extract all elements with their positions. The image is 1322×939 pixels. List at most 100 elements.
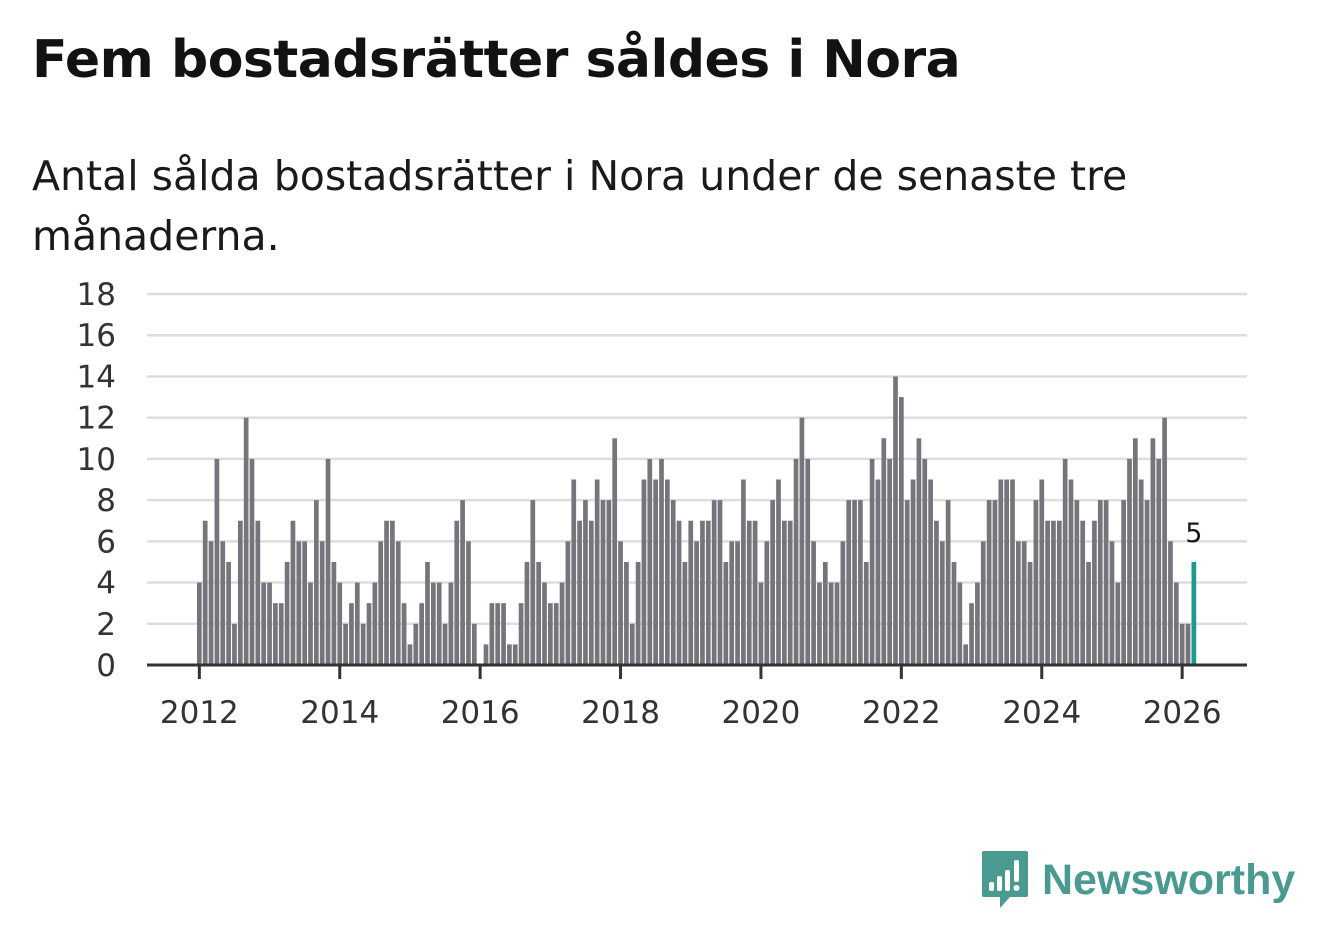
bar — [840, 541, 846, 665]
x-tick-label: 2024 — [1002, 695, 1081, 731]
bar — [308, 582, 313, 665]
bar — [735, 541, 740, 665]
bar — [939, 541, 945, 665]
bar — [711, 500, 717, 665]
bar — [1016, 541, 1021, 665]
chart-title: Fem bostadsrätter såldes i Nora — [32, 30, 961, 90]
bar — [904, 500, 910, 665]
bar — [875, 479, 881, 665]
bar — [454, 520, 460, 665]
y-tick-label: 18 — [77, 277, 116, 313]
bar — [343, 623, 348, 665]
bar — [869, 458, 875, 665]
bar — [273, 603, 278, 665]
bar — [1039, 479, 1045, 665]
bar — [945, 500, 951, 665]
bar — [975, 582, 980, 665]
bar — [331, 561, 337, 665]
brand-name: Newsworthy — [1042, 855, 1296, 904]
y-axis-ticks: 0 2 4 6 8 10 12 14 16 18 — [77, 277, 116, 684]
bar — [284, 561, 290, 665]
bar — [764, 541, 770, 665]
bar — [530, 500, 536, 665]
bar — [425, 561, 430, 665]
bar — [629, 623, 635, 665]
bar — [776, 479, 781, 665]
bar — [413, 623, 419, 665]
bar — [1033, 500, 1039, 665]
bar — [676, 520, 682, 665]
bar — [583, 500, 588, 665]
bar — [314, 500, 319, 665]
bar — [951, 561, 957, 665]
bar — [197, 582, 202, 665]
bar — [846, 500, 852, 665]
bar — [1074, 500, 1080, 665]
y-tick-label: 8 — [96, 483, 116, 519]
highlight-bar — [1191, 561, 1197, 665]
bar — [1045, 520, 1050, 665]
bar — [565, 541, 571, 665]
x-axis-ticks: 2012 2014 2016 2018 2020 2022 2024 2026 — [160, 665, 1222, 731]
bar — [1121, 500, 1126, 665]
bar — [559, 582, 565, 665]
bar — [1185, 623, 1191, 665]
bar — [384, 520, 389, 665]
bar — [1103, 500, 1109, 665]
bar — [828, 582, 834, 665]
bar — [261, 582, 267, 665]
bar — [1144, 500, 1150, 665]
bar — [401, 603, 407, 665]
bar — [647, 458, 653, 665]
bar — [360, 623, 366, 665]
bar — [1010, 479, 1015, 665]
bar — [758, 582, 764, 665]
bar — [928, 479, 933, 665]
bar — [746, 520, 752, 665]
bar — [471, 623, 477, 665]
bar — [1173, 582, 1179, 665]
bar — [220, 541, 226, 665]
bar — [1127, 458, 1132, 665]
bar — [600, 500, 606, 665]
bar — [501, 603, 506, 665]
bar — [390, 520, 395, 665]
bar — [255, 520, 261, 665]
bar — [969, 603, 974, 665]
bar — [214, 458, 220, 665]
bar — [419, 603, 424, 665]
bar — [489, 603, 495, 665]
bar — [442, 623, 448, 665]
bar — [436, 582, 442, 665]
bar — [1109, 541, 1115, 665]
bar — [612, 438, 618, 665]
bar — [349, 603, 354, 665]
x-tick-label: 2022 — [862, 695, 941, 731]
bar — [1062, 458, 1068, 665]
bar — [1056, 520, 1062, 665]
y-tick-label: 12 — [77, 401, 116, 437]
bar — [524, 561, 530, 665]
bar — [688, 520, 694, 665]
y-tick-label: 10 — [77, 442, 116, 478]
bar — [986, 500, 992, 665]
bar — [1168, 541, 1173, 665]
bar — [787, 520, 793, 665]
bar — [624, 561, 629, 665]
chart-bubble-icon — [982, 851, 1028, 908]
bar — [998, 479, 1004, 665]
bar — [741, 479, 746, 665]
bar — [588, 520, 594, 665]
bar — [670, 500, 676, 665]
bar — [957, 582, 963, 665]
bar — [700, 520, 705, 665]
bar — [887, 458, 892, 665]
bar — [782, 520, 787, 665]
bar — [1004, 479, 1009, 665]
x-tick-label: 2016 — [441, 695, 520, 731]
x-tick-label: 2026 — [1143, 695, 1222, 731]
bar — [466, 541, 471, 665]
bar — [606, 500, 612, 665]
bar — [653, 479, 658, 665]
bar — [980, 541, 986, 665]
